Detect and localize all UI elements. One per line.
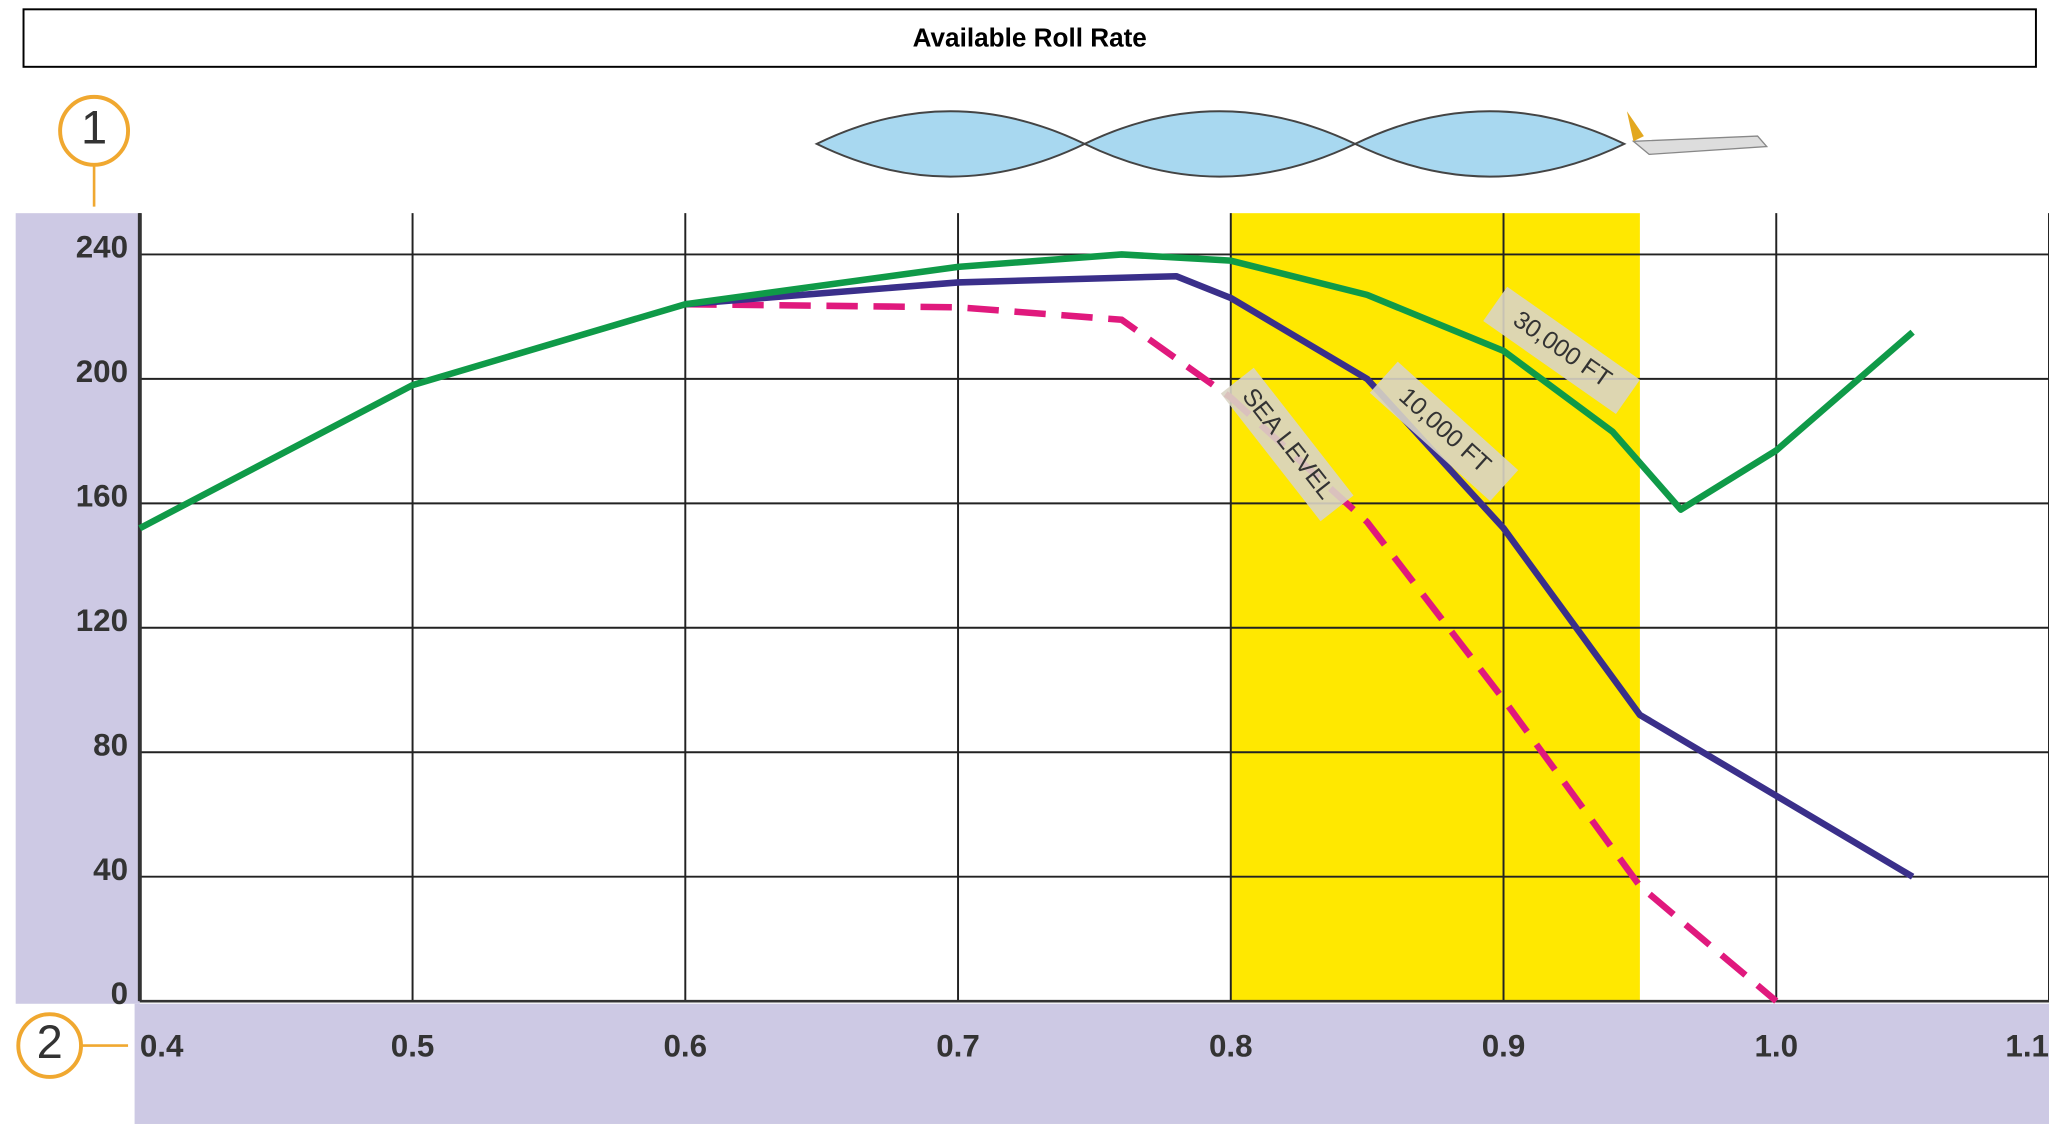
y-tick-label: 40 [93,852,128,887]
x-tick-label: 0.7 [936,1028,980,1063]
x-tick-label: 0.4 [140,1028,184,1063]
series-label-tag [1369,361,1519,502]
y-tick-label: 160 [76,478,128,513]
aircraft-icon [814,110,1769,178]
plot-area: 0 40 80 120 160 200 240 0.4 0.5 0.6 0.7 0.8 0.9 1.0 1.… [76,213,2049,1063]
y-axis-panel [15,213,140,1004]
y-tick-label: 200 [76,354,128,389]
y-tick-label: 120 [76,603,128,638]
series-line [685,272,1915,880]
x-axis-panel [134,1003,2049,1124]
y-tick-label: 0 [111,976,128,1011]
x-tick-label: 1.1 [2005,1028,2049,1063]
x-tick-label: 1.0 [1754,1028,1798,1063]
series-label-tag [1483,286,1640,414]
title-box [22,8,2037,68]
x-marker: 2 [37,1015,63,1068]
x-tick-label: 0.8 [1209,1028,1253,1063]
series-line [138,251,1915,532]
x-tick-label: 0.5 [391,1028,435,1063]
y-marker: 1 [81,100,107,153]
y-tick-label: 240 [76,229,128,264]
x-tick-label: 0.9 [1482,1028,1526,1063]
y-tick-label: 80 [93,727,128,762]
series-label-tag [1220,367,1354,522]
chart-title: Available Roll Rate [913,22,1147,52]
x-tick-label: 0.6 [663,1028,707,1063]
